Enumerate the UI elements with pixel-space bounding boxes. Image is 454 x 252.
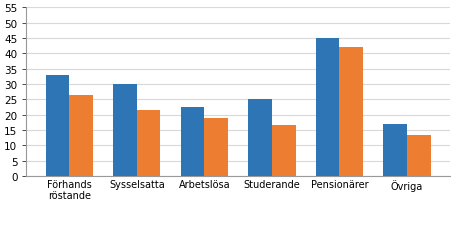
Bar: [407, 135, 430, 176]
Bar: [113, 85, 137, 176]
Bar: [181, 108, 204, 176]
Bar: [69, 95, 93, 176]
Bar: [383, 124, 407, 176]
Bar: [204, 118, 228, 176]
Bar: [46, 75, 69, 176]
Bar: [137, 111, 160, 176]
Bar: [272, 126, 296, 176]
Bar: [316, 39, 340, 176]
Bar: [340, 48, 363, 176]
Bar: [248, 100, 272, 176]
